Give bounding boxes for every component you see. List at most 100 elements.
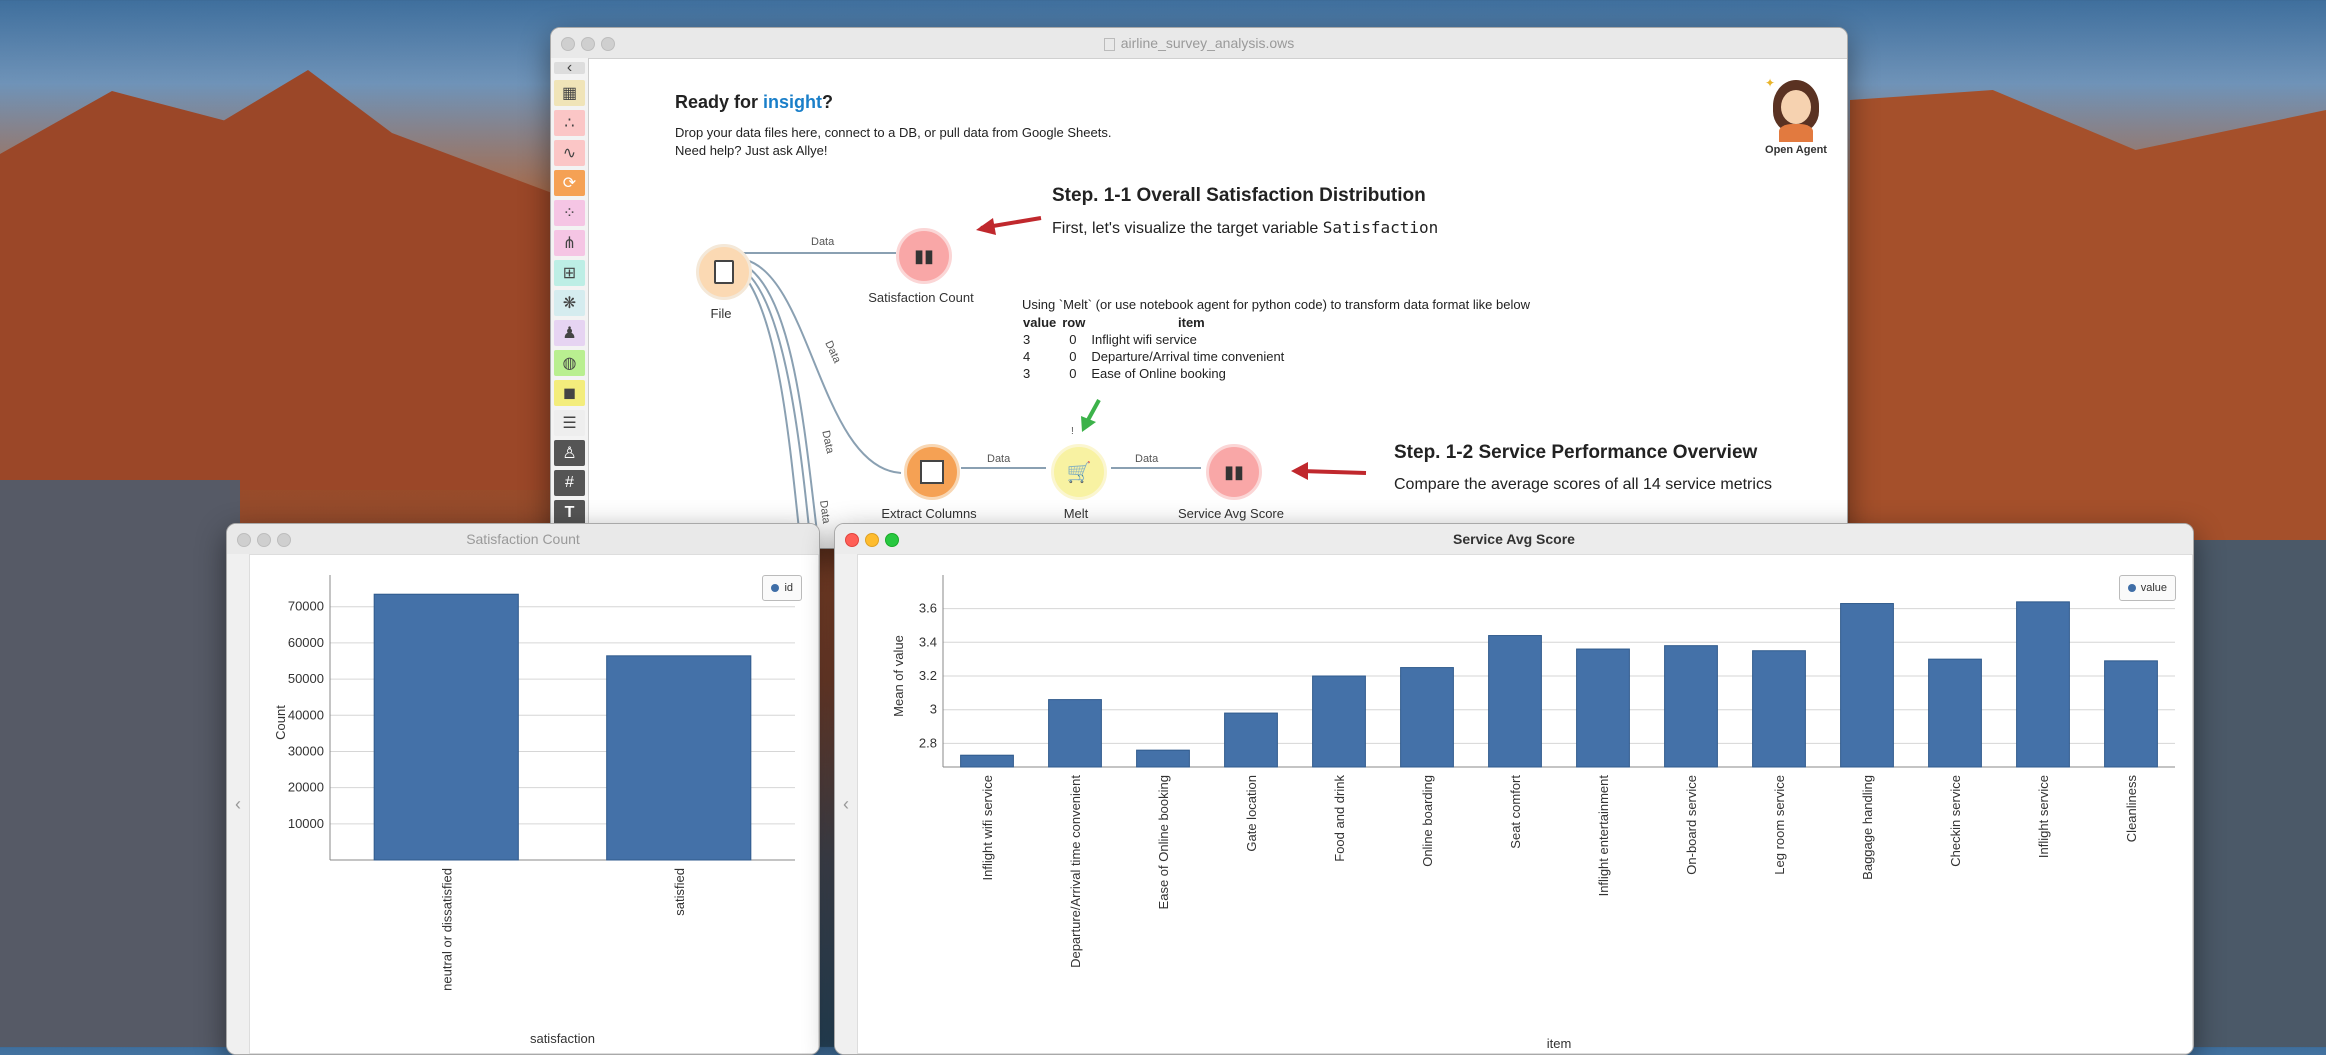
legend-dot-icon [2127,584,2136,592]
file-icon [714,260,734,284]
y-tick-label: 60000 [288,635,324,650]
red-arrowhead-step11 [976,218,996,235]
satisfaction-count-node[interactable]: ▮▮ [896,228,952,284]
open-agent-label: Open Agent [1765,144,1827,156]
melt-cell: Departure/Arrival time convenient [1091,349,1285,364]
workflow-titlebar: airline_survey_analysis.ows [551,28,1847,59]
y-tick-label: 3.2 [919,668,937,683]
minimize-button[interactable] [257,533,271,547]
shopping-cart-icon: 🛒 [1066,461,1092,484]
bar-chart-icon: ▮▮ [914,245,934,266]
bar [1752,650,1806,768]
legend-dot-icon [771,584,780,592]
x-tick-label: On-board service [1684,775,1699,875]
x-tick-label: Ease of Online booking [1156,775,1171,909]
welcome-title-suffix: ? [822,92,834,112]
minimize-button[interactable] [865,533,879,547]
melt-example-table: value row item 3 0 Inflight wifi service… [1023,314,1294,382]
welcome-title: Ready for insight? [675,92,833,113]
close-button[interactable] [561,37,575,51]
legend-label: id [784,582,793,594]
refresh-icon[interactable]: ⟳ [554,170,585,196]
close-button[interactable] [845,533,859,547]
x-tick-label: satisfied [672,868,687,916]
window-title: Satisfaction Count [466,531,580,547]
expand-controls-icon[interactable]: ‹ [835,554,858,1054]
cube-icon[interactable]: ◼ [554,380,585,406]
bar [1048,699,1102,768]
workflow-window: airline_survey_analysis.ows ‹ ▦ ∴ ∿ ⟳ ⁘ … [550,27,1848,549]
melt-cell: Ease of Online booking [1091,366,1226,381]
service-avg-score-node[interactable]: ▮▮ [1206,444,1262,500]
document-list-icon[interactable]: ☰ [554,410,585,436]
step11-desc-code: Satisfaction [1322,218,1439,237]
satisfaction-chart: 10000 20000 30000 40000 50000 60000 70000 neutr… [273,575,795,1046]
hashtag-icon[interactable]: # [554,470,585,496]
close-button[interactable] [237,533,251,547]
service-chart-panel: 2.8 3 3.2 3.4 3.6 Inflight wifi service Depart… [857,554,2193,1054]
zoom-button[interactable] [277,533,291,547]
bar [373,593,519,861]
melt-warning-badge: ! [1071,426,1074,437]
step11-desc-prefix: First, let's visualize the target variab… [1052,220,1323,237]
melt-node[interactable]: 🛒 [1051,444,1107,500]
bar [1400,667,1454,768]
bar [2016,601,2070,768]
tree-icon[interactable]: ⋔ [554,230,585,256]
globe-icon[interactable]: ◍ [554,350,585,376]
y-axis-label: Mean of value [891,635,906,717]
data-table-icon[interactable]: ▦ [554,80,585,106]
toolbox-collapse-icon[interactable]: ‹ [554,59,585,76]
zoom-button[interactable] [601,37,615,51]
x-axis-label: item [1547,1036,1572,1051]
y-tick-label: 70000 [288,599,324,614]
y-tick-label: 50000 [288,671,324,686]
melt-header-item: item [1178,315,1205,330]
expand-controls-icon[interactable]: ‹ [227,554,250,1054]
minimize-button[interactable] [581,37,595,51]
x-tick-label: Baggage handling [1860,775,1875,880]
melt-cell: 3 [1023,332,1031,347]
melt-cell: 4 [1023,349,1031,364]
x-tick-label: Departure/Arrival time convenient [1068,775,1083,968]
y-axis-label: Count [273,705,288,740]
people-icon[interactable]: ♟ [554,320,585,346]
open-agent-button[interactable]: ✦ Open Agent [1751,76,1841,156]
satisfaction-count-node-label: Satisfaction Count [868,290,974,305]
scatter-icon[interactable]: ⁘ [554,200,585,226]
chart-legend[interactable]: value [2118,575,2176,601]
file-node[interactable] [696,244,752,300]
bar [1576,648,1630,768]
x-tick-label: Online boarding [1420,775,1435,867]
bar [1224,712,1278,768]
welcome-title-highlight: insight [763,92,823,112]
x-tick-label: Inflight entertainment [1596,775,1611,897]
melt-cell: 0 [1069,332,1077,347]
curve-icon[interactable]: ∿ [554,140,585,166]
melt-header-row: row [1062,315,1086,330]
agent-avatar-icon: ✦ [1765,76,1825,142]
satisfaction-chart-panel: 10000 20000 30000 40000 50000 60000 70000 neutr… [249,554,819,1054]
legend-label: value [2140,582,2167,594]
y-tick-label: 40000 [288,707,324,722]
workflow-links [741,216,1367,548]
person-icon[interactable]: ♙ [554,440,585,466]
service-titlebar: Service Avg Score [835,524,2193,555]
text-tool-icon[interactable]: T [554,500,585,526]
widget-toolbox: ‹ ▦ ∴ ∿ ⟳ ⁘ ⋔ ⊞ ❋ ♟ ◍ ◼ ☰ ♙ # T [551,58,589,548]
window-title: airline_survey_analysis.ows [1120,35,1295,51]
link-label-file-to-satisfaction: Data [811,236,835,248]
cluster-icon[interactable]: ❋ [554,290,585,316]
bar [1312,675,1366,768]
x-axis-label: satisfaction [530,1031,595,1046]
zoom-button[interactable] [885,533,899,547]
extract-columns-node[interactable] [904,444,960,500]
satisfaction-titlebar: Satisfaction Count [227,524,819,555]
chart-legend[interactable]: id [762,575,802,601]
link-label-melt-to-avg: Data [1135,453,1159,465]
red-arrowhead-step12 [1291,462,1308,480]
matrix-icon[interactable]: ⊞ [554,260,585,286]
transform-icon[interactable]: ∴ [554,110,585,136]
x-tick-label: Inflight service [2036,775,2051,858]
y-tick-label: 2.8 [919,735,937,750]
